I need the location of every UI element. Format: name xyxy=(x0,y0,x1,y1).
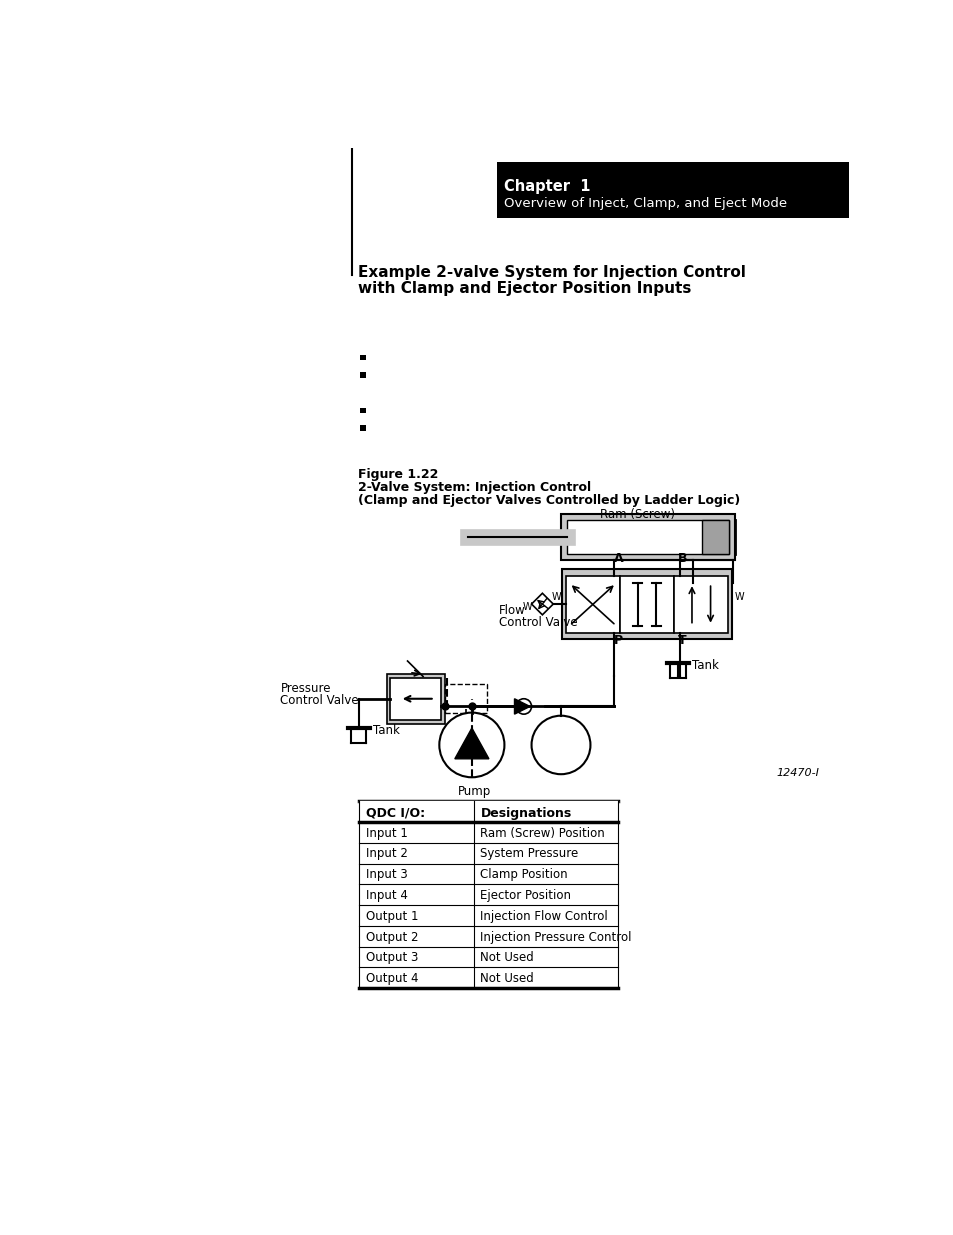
Text: Output 4: Output 4 xyxy=(365,972,417,986)
Text: Control Valve: Control Valve xyxy=(280,694,358,708)
Text: 2-Valve System: Injection Control: 2-Valve System: Injection Control xyxy=(357,480,591,494)
Text: Pressure: Pressure xyxy=(280,682,331,695)
Bar xyxy=(386,674,444,724)
Bar xyxy=(560,514,735,561)
Bar xyxy=(701,520,728,555)
Text: Input 2: Input 2 xyxy=(365,847,407,861)
Text: Ejector Position: Ejector Position xyxy=(480,889,571,902)
Text: Control Valve: Control Valve xyxy=(498,616,577,630)
Text: (Clamp and Ejector Valves Controlled by Ladder Logic): (Clamp and Ejector Valves Controlled by … xyxy=(357,494,740,506)
Text: Input 1: Input 1 xyxy=(365,826,407,840)
Text: Pump: Pump xyxy=(457,785,491,798)
Bar xyxy=(565,576,619,634)
Bar xyxy=(360,425,365,431)
Circle shape xyxy=(531,716,590,774)
Text: QDC I/O:: QDC I/O: xyxy=(365,806,424,820)
Polygon shape xyxy=(359,802,617,823)
Bar xyxy=(360,408,365,412)
Polygon shape xyxy=(514,699,530,714)
Text: T: T xyxy=(678,634,686,647)
Bar xyxy=(567,520,728,555)
Text: System Pressure: System Pressure xyxy=(480,847,578,861)
Text: Ram (Screw) Position: Ram (Screw) Position xyxy=(480,826,604,840)
Text: Tank: Tank xyxy=(373,724,399,737)
Text: W: W xyxy=(522,603,532,613)
Polygon shape xyxy=(455,727,488,758)
Text: W: W xyxy=(734,593,743,603)
Text: B: B xyxy=(678,552,687,564)
Text: Tank: Tank xyxy=(691,658,719,672)
Bar xyxy=(360,354,365,359)
Text: Output 1: Output 1 xyxy=(365,910,417,923)
Text: Not Used: Not Used xyxy=(480,972,534,986)
Bar xyxy=(674,576,728,634)
Text: Input 3: Input 3 xyxy=(365,868,407,881)
Text: Ram (Screw): Ram (Screw) xyxy=(599,508,674,521)
Text: Chapter  1: Chapter 1 xyxy=(504,179,590,194)
Bar xyxy=(390,678,440,720)
Bar xyxy=(619,576,674,634)
Text: Designations: Designations xyxy=(480,806,571,820)
Text: Clamp Position: Clamp Position xyxy=(480,868,567,881)
Text: Overview of Inject, Clamp, and Eject Mode: Overview of Inject, Clamp, and Eject Mod… xyxy=(504,196,787,210)
Text: Example 2-valve System for Injection Control: Example 2-valve System for Injection Con… xyxy=(357,266,745,280)
Text: Flow: Flow xyxy=(498,604,525,618)
Text: 12470-I: 12470-I xyxy=(776,768,819,778)
Text: with Clamp and Ejector Position Inputs: with Clamp and Ejector Position Inputs xyxy=(357,280,691,295)
Text: Output 3: Output 3 xyxy=(365,951,417,965)
Circle shape xyxy=(439,713,504,777)
Bar xyxy=(444,684,487,714)
Text: Injection Flow Control: Injection Flow Control xyxy=(480,910,607,923)
Text: Figure 1.22: Figure 1.22 xyxy=(357,468,437,480)
Text: Not Used: Not Used xyxy=(480,951,534,965)
Text: W: W xyxy=(551,593,560,603)
Text: Injection Pressure Control: Injection Pressure Control xyxy=(480,930,631,944)
Text: A: A xyxy=(613,552,622,564)
Text: P: P xyxy=(613,634,622,647)
Bar xyxy=(360,372,365,378)
Text: Input 4: Input 4 xyxy=(365,889,407,902)
Polygon shape xyxy=(531,593,553,615)
Bar xyxy=(497,162,848,217)
Text: Output 2: Output 2 xyxy=(365,930,417,944)
Bar xyxy=(561,569,732,640)
